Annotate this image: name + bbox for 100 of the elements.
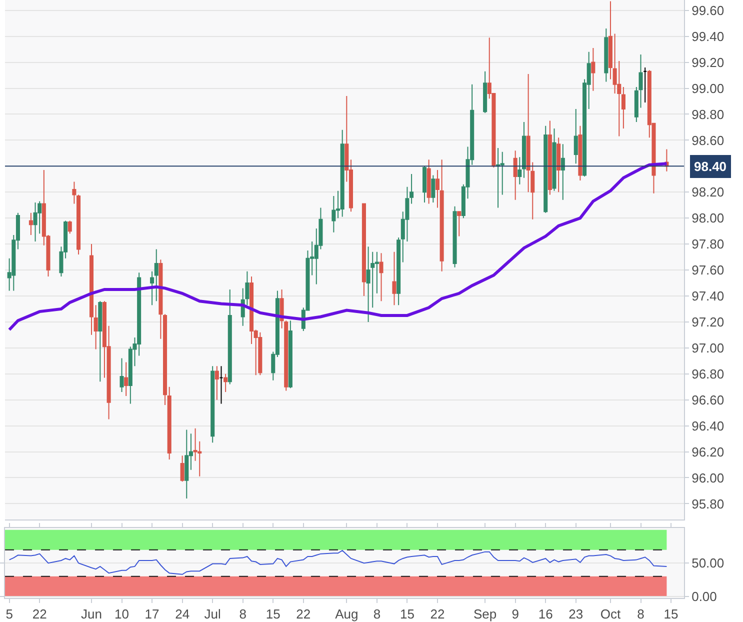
- y-tick-label: 98.60: [692, 132, 724, 148]
- y-tick-label: 96.20: [692, 444, 724, 460]
- candlestick: [150, 270, 154, 306]
- y-tick-label: 97.20: [692, 314, 724, 330]
- candlestick: [158, 259, 163, 340]
- x-tick-label: 22: [32, 606, 47, 622]
- candlestick: [591, 48, 596, 92]
- candlestick: [362, 203, 366, 296]
- candlestick: [518, 156, 522, 185]
- x-tick-label: 24: [175, 606, 190, 622]
- candlestick: [98, 300, 102, 382]
- candlestick: [154, 248, 158, 302]
- candlestick: [578, 125, 582, 181]
- x-tick-label: 22: [430, 606, 445, 622]
- x-tick-label: 16: [538, 606, 553, 622]
- ref-line-label: 98.40: [694, 159, 727, 174]
- candlestick: [452, 206, 457, 268]
- candlestick: [544, 125, 548, 214]
- y-tick-label: 95.80: [692, 496, 724, 512]
- candlestick: [224, 373, 228, 393]
- x-tick-label: 22: [296, 606, 311, 622]
- x-tick-label: Aug: [335, 606, 358, 622]
- candlestick: [210, 366, 215, 444]
- candlestick: [379, 252, 384, 302]
- candlestick: [513, 150, 518, 200]
- candlestick: [33, 202, 38, 242]
- candlestick: [258, 332, 262, 376]
- x-tick-label: Oct: [600, 606, 621, 622]
- y-tick-label: 99.00: [692, 80, 724, 96]
- x-tick-label: 15: [266, 606, 280, 622]
- candlestick: [548, 120, 552, 196]
- candlestick: [120, 358, 124, 393]
- x-tick-label: Jul: [204, 606, 222, 622]
- x-tick-label: 10: [114, 606, 130, 622]
- y-tick-label: 97.80: [692, 236, 724, 252]
- candlestick: [228, 288, 232, 385]
- y-tick-label: 96.80: [692, 366, 724, 382]
- x-tick-label: 8: [373, 606, 381, 622]
- candlestick: [556, 137, 561, 193]
- candlestick: [124, 362, 128, 396]
- candlestick: [219, 366, 224, 404]
- candlestick: [76, 194, 81, 255]
- y-tick-label: 97.60: [692, 262, 724, 278]
- y-tick-label: 96.60: [692, 392, 724, 408]
- x-tick-label: 9: [512, 606, 519, 622]
- candlestick: [574, 108, 578, 164]
- x-tick-label: 23: [568, 606, 584, 622]
- candlestick: [72, 181, 76, 204]
- line-series: [8, 162, 668, 332]
- y-tick-label: 98.80: [692, 106, 724, 122]
- y-tick-label: 99.40: [692, 28, 724, 44]
- x-tick-label: Jun: [81, 606, 102, 622]
- y-tick-label: 99.20: [692, 54, 724, 70]
- candlestick: [163, 314, 168, 406]
- candlestick: [608, 0, 612, 80]
- candlestick: [560, 144, 565, 200]
- x-tick-label: Sep: [473, 606, 497, 622]
- candlestick: [392, 251, 396, 306]
- candlestick: [167, 386, 172, 460]
- candlestick: [496, 147, 500, 208]
- candlestick: [431, 174, 436, 204]
- x-tick-label: 17: [144, 606, 160, 622]
- candlestick: [184, 429, 189, 499]
- y-tick-label: 0.00: [692, 588, 717, 604]
- y-tick-label: 97.00: [692, 340, 724, 356]
- x-tick-label: 8: [239, 606, 246, 622]
- candlestick: [68, 220, 72, 234]
- y-tick-label: 50.00: [692, 556, 724, 571]
- candlestick: [366, 246, 370, 322]
- candlestick: [410, 173, 414, 204]
- candlestick: [214, 366, 219, 400]
- candlestick: [552, 128, 556, 192]
- candlestick: [396, 237, 401, 306]
- x-tick-label: 5: [6, 606, 13, 622]
- y-tick-label: 96.00: [692, 470, 724, 486]
- candlestick: [28, 212, 33, 236]
- candlestick: [457, 211, 462, 237]
- candlestick: [422, 166, 427, 204]
- x-tick-label: 15: [664, 606, 678, 622]
- candlestick: [94, 304, 98, 350]
- x-tick-label: 8: [637, 606, 644, 622]
- y-tick-label: 98.20: [692, 184, 724, 200]
- candlestick: [522, 122, 526, 178]
- y-tick-label: 99.60: [692, 2, 724, 18]
- candlestick: [643, 67, 648, 104]
- candlestick: [621, 86, 626, 130]
- candlestick: [440, 159, 444, 272]
- candlestick: [340, 129, 344, 218]
- candlestick: [180, 455, 184, 482]
- candlestick: [483, 70, 488, 114]
- y-tick-label: 97.40: [692, 288, 724, 304]
- y-tick-label: 98.00: [692, 210, 724, 226]
- line-series: [8, 550, 668, 575]
- y-tick-label: 96.40: [692, 418, 724, 434]
- candlestick: [604, 28, 608, 82]
- x-tick-label: 15: [400, 606, 414, 622]
- candlestick: [89, 244, 94, 336]
- candlestick: [426, 159, 431, 204]
- candlestick: [288, 320, 292, 389]
- candlestick: [435, 170, 440, 208]
